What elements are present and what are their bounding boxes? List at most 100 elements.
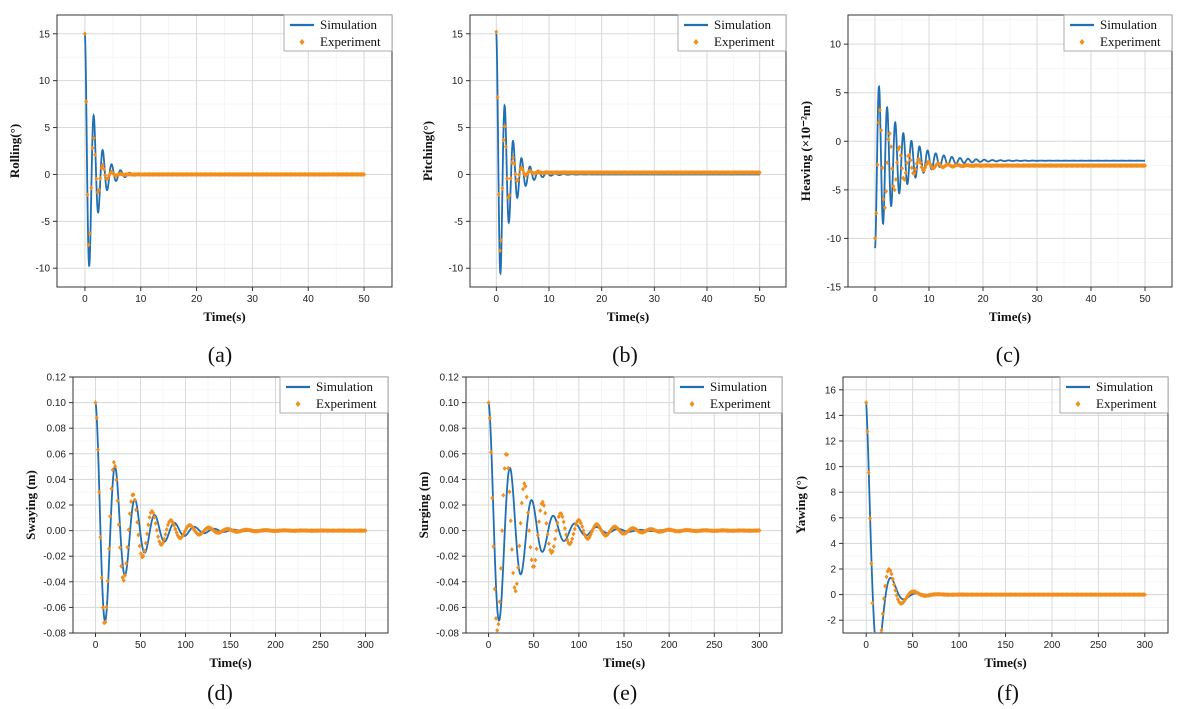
legend-label-simulation: Simulation [710, 379, 768, 394]
experiment-data-point [82, 31, 87, 37]
experiment-data-point [884, 189, 889, 194]
experiment-data-point [897, 144, 902, 150]
experiment-data-point [884, 574, 889, 580]
y-tick-label: 0.08 [440, 424, 460, 435]
experiment-data-point [153, 521, 158, 526]
legend: Simulation Experiment [283, 14, 393, 52]
experiment-data-point [91, 135, 96, 141]
x-tick-label: 10 [135, 294, 147, 305]
experiment-data-point [519, 500, 524, 506]
experiment-data-point [895, 160, 900, 165]
legend: Simulation Experiment [677, 14, 787, 52]
y-tick-label: 5 [44, 123, 50, 134]
experiment-data-point [876, 120, 881, 125]
y-tick-label: 4 [830, 539, 836, 550]
chart-panel: 0 10 20 30 40 50 -15 -10 -5 0 5 10 Time(s) Heaving (×… [798, 14, 1173, 367]
y-tick-label: -10 [36, 264, 51, 275]
experiment-data-point [107, 173, 112, 178]
experiment-data-point [89, 185, 94, 191]
x-tick-label: 150 [222, 640, 239, 651]
experiment-data-point [513, 588, 518, 594]
experiment-data-point [497, 248, 502, 254]
axes-frame [56, 14, 393, 288]
experiment-series-markers [82, 31, 367, 248]
experiment-data-point [505, 452, 510, 458]
x-tick-label: 100 [177, 640, 194, 651]
legend-label-simulation: Simulation [1096, 379, 1154, 394]
chart-panels: 0 10 20 30 40 50-10-5051015Time(s)Rolling(°)S… [7, 14, 1173, 705]
experiment-data-point [100, 162, 105, 168]
experiment-data-point [890, 166, 895, 172]
x-tick-label: 250 [1090, 640, 1107, 651]
experiment-data-point [900, 165, 904, 171]
x-tick-label: 20 [977, 294, 989, 305]
axes-frame [469, 14, 787, 288]
experiment-data-point [111, 459, 116, 465]
y-tick-label: 0.12 [440, 373, 460, 384]
y-tick-label: 6 [830, 513, 836, 524]
experiment-data-point [509, 547, 514, 552]
experiment-data-point [98, 175, 103, 181]
y-tick-label: 0.02 [440, 501, 460, 512]
experiment-data-point [865, 429, 870, 435]
y-tick-label: -5 [41, 217, 50, 228]
y-tick-label: 10 [452, 76, 464, 87]
experiment-data-point [517, 543, 522, 549]
experiment-data-point [881, 196, 886, 202]
experiment-data-point [545, 531, 550, 537]
experiment-data-point [878, 643, 882, 648]
y-axis-label: Heaving (×10⁻²m) [798, 101, 813, 201]
experiment-data-point [500, 185, 505, 191]
chart-panel: 0 50 100 150 200 250 300 -2 0 2 4 6 8 10 12 14 16 Time(s)… [793, 376, 1169, 705]
y-axis-label: Yawing (°) [793, 476, 808, 534]
experiment-data-point [514, 581, 519, 587]
experiment-data-point [570, 536, 575, 542]
experiment-data-point [147, 515, 152, 520]
experiment-data-point [138, 551, 143, 557]
x-tick-label: 30 [649, 294, 661, 305]
experiment-data-point [535, 532, 540, 538]
experiment-data-point [119, 563, 124, 569]
experiment-data-point [885, 160, 890, 166]
y-tick-label: 2 [830, 565, 836, 576]
panel-caption: (a) [208, 342, 232, 367]
experiment-data-point [923, 165, 928, 170]
legend-label-experiment: Experiment [320, 34, 381, 49]
experiment-data-point [497, 599, 502, 605]
experiment-data-point [487, 415, 492, 421]
experiment-data-point [132, 497, 137, 503]
experiment-data-point [538, 508, 543, 513]
experiment-data-point [534, 546, 539, 552]
experiment-data-point [907, 152, 912, 158]
experiment-data-point [141, 553, 146, 559]
legend: Simulation Experiment [1059, 376, 1169, 414]
y-axis-label: Surging (m) [416, 472, 431, 539]
experiment-data-point [523, 484, 528, 489]
legend: Simulation Experiment [673, 376, 783, 414]
y-tick-label: 16 [825, 385, 837, 396]
experiment-data-point [489, 449, 494, 455]
panel-caption: (d) [207, 680, 233, 705]
experiment-data-point [942, 163, 947, 169]
experiment-data-point [118, 545, 123, 551]
experiment-data-point [888, 144, 893, 150]
experiment-data-point [938, 162, 943, 168]
legend-label-experiment: Experiment [710, 396, 771, 411]
y-tick-label: 15 [39, 29, 51, 40]
x-tick-label: 50 [359, 294, 371, 305]
panel-caption: (c) [996, 342, 1020, 367]
x-axis-label: Time(s) [989, 309, 1031, 324]
experiment-data-point [541, 503, 546, 508]
experiment-data-point [528, 544, 533, 550]
experiment-data-point [889, 571, 894, 577]
experiment-data-point [114, 477, 119, 483]
x-tick-label: 30 [247, 294, 259, 305]
gridlines [72, 376, 389, 634]
panel-caption: (e) [613, 680, 637, 705]
y-tick-label: 15 [452, 29, 464, 40]
x-tick-label: 10 [923, 294, 935, 305]
experiment-data-point [553, 536, 558, 542]
experiment-data-point [121, 578, 126, 583]
x-tick-label: 300 [751, 640, 768, 651]
experiment-series-markers [494, 29, 762, 254]
